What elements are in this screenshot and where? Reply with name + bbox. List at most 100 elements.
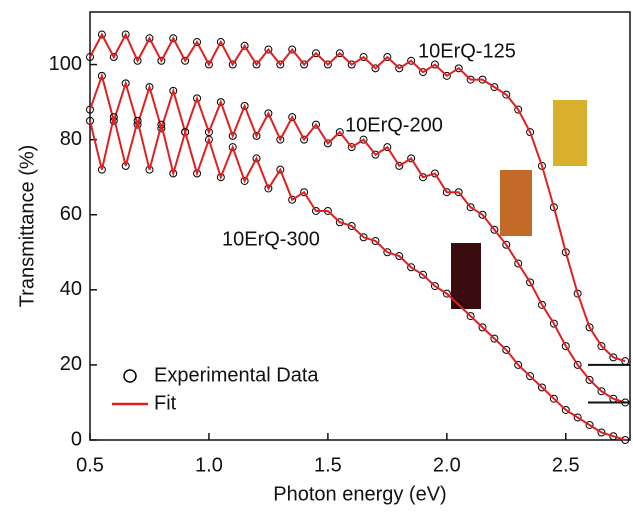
- data-point: [371, 237, 380, 246]
- data-point: [169, 86, 178, 95]
- data-point: [490, 225, 499, 234]
- legend-label: Experimental Data: [154, 364, 319, 386]
- data-point: [502, 345, 511, 354]
- data-point: [335, 218, 344, 227]
- plot-frame: [89, 11, 631, 441]
- data-point: [490, 83, 499, 92]
- data-point: [419, 270, 428, 279]
- data-point: [502, 90, 511, 99]
- data-point: [240, 101, 249, 110]
- data-point: [204, 60, 213, 69]
- data-point: [228, 143, 237, 152]
- data-point: [442, 289, 451, 298]
- data-point: [573, 360, 582, 369]
- data-point: [585, 420, 594, 429]
- data-point: [276, 60, 285, 69]
- data-point: [181, 56, 190, 65]
- x-tick-label: 1.0: [195, 454, 223, 476]
- data-point: [264, 45, 273, 54]
- sample-photo: [500, 170, 532, 236]
- data-point: [549, 319, 558, 328]
- data-point: [216, 173, 225, 182]
- data-point: [549, 394, 558, 403]
- data-point: [252, 60, 261, 69]
- data-point: [359, 233, 368, 242]
- data-point: [204, 135, 213, 144]
- x-tick-label: 1.5: [314, 454, 342, 476]
- data-point: [395, 64, 404, 73]
- data-point: [597, 342, 606, 351]
- data-point: [228, 60, 237, 69]
- data-point: [86, 53, 94, 62]
- data-point: [359, 135, 368, 144]
- data-point: [264, 109, 273, 118]
- data-point: [323, 60, 332, 69]
- data-point: [454, 64, 463, 73]
- sample-label: 10ErQ-200: [345, 114, 443, 136]
- data-point: [442, 71, 451, 80]
- data-point: [407, 56, 416, 65]
- data-point: [300, 135, 309, 144]
- y-axis-title: Transmittance (%): [16, 145, 38, 308]
- data-point: [252, 154, 261, 163]
- data-point: [347, 143, 356, 152]
- data-point: [109, 53, 118, 62]
- data-point: [585, 323, 594, 332]
- data-point: [371, 64, 380, 73]
- data-point: [335, 128, 344, 137]
- data-point: [537, 300, 546, 309]
- data-point: [478, 323, 487, 332]
- data-point: [193, 38, 202, 47]
- data-point: [169, 34, 178, 43]
- sample-label: 10ErQ-125: [418, 40, 516, 62]
- data-point: [430, 169, 439, 178]
- data-point: [276, 165, 285, 174]
- y-tick-label: 100: [49, 53, 82, 75]
- data-point: [204, 128, 213, 137]
- data-point: [419, 173, 428, 182]
- data-point: [157, 56, 166, 65]
- data-point: [193, 94, 202, 103]
- y-tick-label: 40: [60, 278, 82, 300]
- data-point: [97, 30, 106, 39]
- data-point: [288, 113, 297, 122]
- data-point: [145, 34, 154, 43]
- legend-label: Fit: [154, 392, 177, 414]
- data-point: [133, 56, 142, 65]
- data-point: [430, 60, 439, 69]
- data-point: [514, 105, 523, 114]
- data-point: [490, 334, 499, 343]
- data-point: [585, 375, 594, 384]
- data-point: [288, 195, 297, 204]
- data-point: [597, 387, 606, 396]
- data-point: [276, 135, 285, 144]
- fit-line: [89, 32, 626, 363]
- fit-line: [89, 116, 626, 441]
- x-tick-label: 2.5: [552, 454, 580, 476]
- data-point: [264, 184, 273, 193]
- data-point: [216, 38, 225, 47]
- data-point: [573, 413, 582, 422]
- y-tick-label: 0: [71, 428, 82, 450]
- data-point: [597, 428, 606, 437]
- sample-photo: [553, 100, 587, 166]
- data-point: [430, 282, 439, 291]
- x-axis-title: Photon energy (eV): [273, 483, 446, 505]
- data-point: [216, 98, 225, 107]
- data-point: [347, 60, 356, 69]
- data-point: [561, 405, 570, 414]
- data-point: [502, 240, 511, 249]
- data-point: [395, 161, 404, 170]
- data-point: [419, 68, 428, 77]
- data-point: [121, 30, 130, 39]
- data-point: [526, 128, 535, 137]
- data-point: [537, 383, 546, 392]
- data-point: [466, 312, 475, 321]
- data-point: [454, 300, 463, 309]
- data-point: [609, 432, 618, 441]
- x-tick-label: 2.0: [433, 454, 461, 476]
- data-point: [609, 353, 618, 362]
- data-point: [347, 222, 356, 230]
- data-point: [466, 203, 475, 212]
